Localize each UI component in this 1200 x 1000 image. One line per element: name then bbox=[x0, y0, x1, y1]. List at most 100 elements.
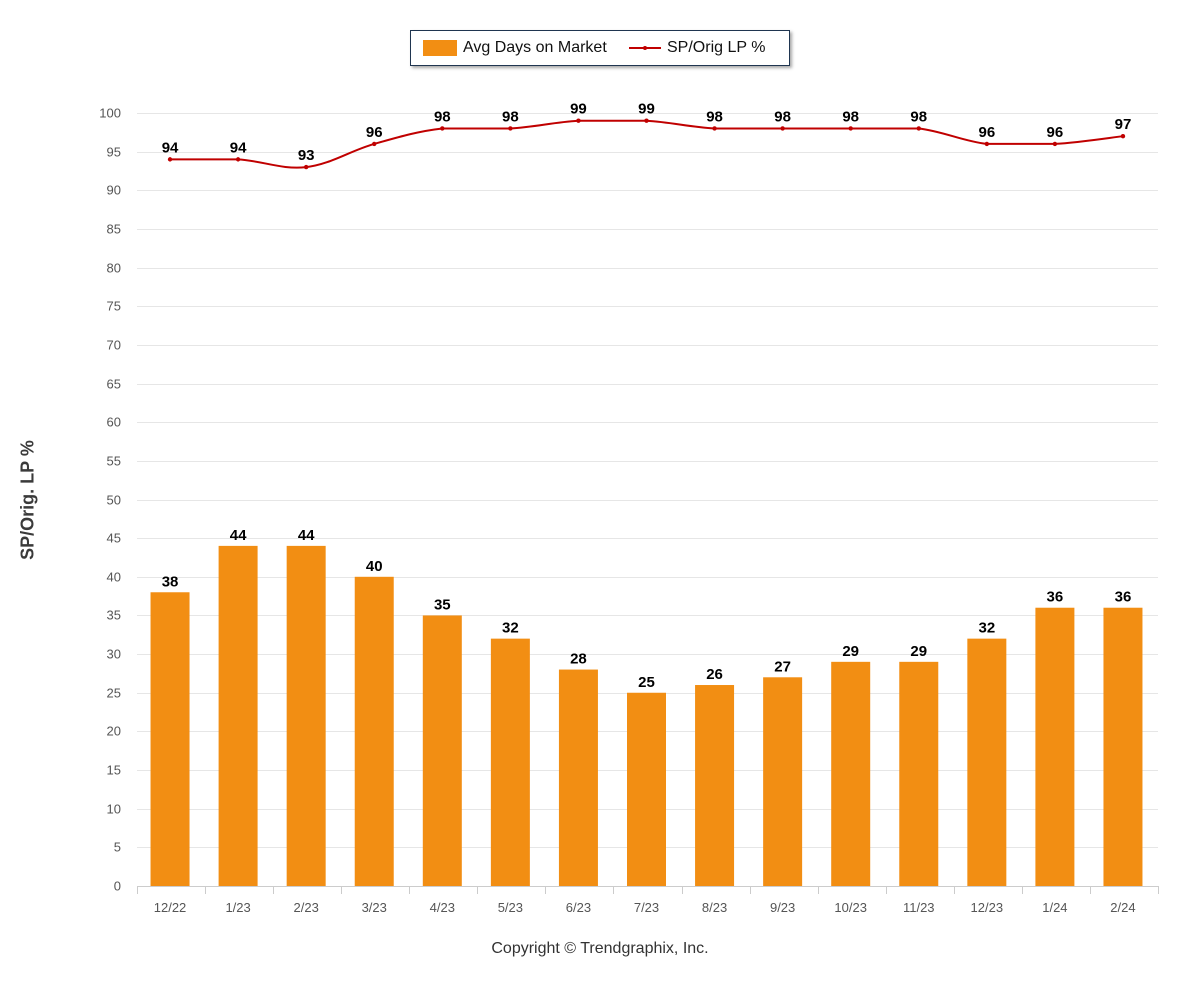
line-point bbox=[167, 157, 173, 162]
legend-bar-label: Avg Days on Market bbox=[463, 39, 607, 56]
x-tick-label: 12/22 bbox=[154, 900, 187, 915]
bar-data-label: 44 bbox=[230, 527, 247, 544]
y-tick-label: 50 bbox=[107, 493, 121, 508]
bar bbox=[967, 638, 1007, 886]
line-data-label: 93 bbox=[298, 147, 315, 164]
line-data-label: 98 bbox=[774, 108, 791, 125]
line-point bbox=[916, 126, 921, 131]
x-tick-label: 11/23 bbox=[903, 900, 935, 915]
y-tick-label: 40 bbox=[107, 570, 121, 585]
line-data-label: 98 bbox=[706, 108, 723, 125]
line-data-label: 96 bbox=[978, 124, 995, 141]
line-point bbox=[508, 126, 513, 131]
bar bbox=[354, 576, 394, 886]
bar-data-label: 36 bbox=[1115, 589, 1132, 606]
y-tick-label: 80 bbox=[107, 261, 121, 276]
bar bbox=[490, 638, 530, 886]
bar bbox=[286, 545, 326, 886]
line-data-label: 96 bbox=[366, 124, 383, 141]
line-data-label: 98 bbox=[434, 108, 451, 125]
bar-data-label: 28 bbox=[570, 651, 587, 668]
y-tick-label: 75 bbox=[107, 299, 121, 314]
copyright-text: Copyright © Trendgraphix, Inc. bbox=[491, 940, 709, 957]
line-point bbox=[235, 157, 241, 162]
bar bbox=[558, 669, 598, 886]
legend-item-line[interactable]: SP/Orig LP % bbox=[629, 31, 765, 65]
line-data-label: 99 bbox=[638, 101, 655, 118]
x-tick-label: 4/23 bbox=[430, 900, 455, 915]
x-tick-label: 2/23 bbox=[294, 900, 319, 915]
bar bbox=[1103, 607, 1143, 886]
bar bbox=[763, 677, 803, 886]
x-tick-label: 12/23 bbox=[971, 900, 1004, 915]
line-point bbox=[303, 164, 309, 170]
y-tick-label: 5 bbox=[114, 840, 121, 855]
bar-data-label: 32 bbox=[502, 620, 519, 637]
bar bbox=[899, 661, 939, 886]
bar-data-label: 29 bbox=[842, 643, 859, 660]
bar bbox=[627, 692, 666, 886]
x-tick-label: 8/23 bbox=[702, 900, 727, 915]
line-data-label: 98 bbox=[502, 108, 519, 125]
bar-data-label: 25 bbox=[638, 674, 655, 691]
x-tick-label: 1/23 bbox=[225, 900, 250, 915]
line-data-label: 98 bbox=[842, 108, 859, 125]
bar-data-label: 32 bbox=[978, 620, 995, 637]
y-tick-label: 20 bbox=[107, 724, 121, 739]
line-data-label: 99 bbox=[570, 101, 587, 118]
line-point bbox=[440, 126, 445, 131]
y-tick-label: 15 bbox=[107, 763, 121, 778]
x-tick-label: 6/23 bbox=[566, 900, 591, 915]
bar bbox=[1035, 607, 1075, 886]
bar-data-label: 38 bbox=[162, 573, 179, 590]
line-data-label: 94 bbox=[230, 139, 247, 156]
line-data-label: 94 bbox=[162, 139, 179, 156]
legend-bar-swatch bbox=[423, 40, 457, 56]
bar-data-label: 26 bbox=[706, 666, 723, 683]
y-tick-label: 100 bbox=[99, 106, 121, 121]
legend-item-bar[interactable]: Avg Days on Market bbox=[423, 31, 607, 65]
line-point bbox=[848, 126, 853, 131]
x-tick-label: 3/23 bbox=[362, 900, 387, 915]
x-tick-label: 1/24 bbox=[1042, 900, 1067, 915]
bar-data-label: 44 bbox=[298, 527, 315, 544]
y-tick-label: 45 bbox=[107, 531, 121, 546]
y-tick-label: 85 bbox=[107, 222, 121, 237]
y-tick-label: 95 bbox=[107, 145, 121, 160]
line-point bbox=[372, 141, 377, 147]
bar bbox=[150, 592, 190, 886]
axes: 0 5 10 15 20 25 30 35 40 45 50 55 60 65 70 75 80 85 90 95 10… bbox=[99, 106, 1159, 915]
legend-line-label: SP/Orig LP % bbox=[667, 39, 766, 56]
bar bbox=[422, 615, 462, 886]
line-point bbox=[644, 118, 649, 123]
line-point bbox=[780, 126, 785, 131]
x-tick-label: 9/23 bbox=[770, 900, 795, 915]
bar-data-label: 36 bbox=[1047, 589, 1064, 606]
y-tick-label: 55 bbox=[107, 454, 121, 469]
bar-data-label: 35 bbox=[434, 596, 451, 613]
x-tick-label: 10/23 bbox=[834, 900, 867, 915]
y-tick-label: 25 bbox=[107, 686, 121, 701]
x-tick-label: 7/23 bbox=[634, 900, 659, 915]
line-point bbox=[1120, 133, 1126, 139]
line-series bbox=[167, 118, 1126, 170]
y-tick-label: 30 bbox=[107, 647, 121, 662]
legend: Avg Days on Market SP/Orig LP % bbox=[410, 30, 790, 66]
y-tick-label: 10 bbox=[107, 802, 121, 817]
legend-line-swatch bbox=[629, 40, 661, 56]
data-labels: 38 44 44 40 35 32 28 25 26 27 29 29 32 36 36 94 94 93 96 98… bbox=[162, 101, 1132, 691]
line-point bbox=[984, 141, 990, 147]
line-data-label: 97 bbox=[1115, 116, 1132, 133]
line-point bbox=[576, 118, 581, 123]
line-point bbox=[1052, 141, 1058, 147]
y-tick-label: 65 bbox=[107, 377, 121, 392]
y-axis-title: SP/Orig. LP % bbox=[17, 440, 38, 560]
line-data-label: 98 bbox=[910, 108, 927, 125]
bar bbox=[695, 685, 735, 886]
bar bbox=[218, 545, 258, 886]
bar-data-label: 40 bbox=[366, 558, 383, 575]
line-data-label: 96 bbox=[1047, 124, 1064, 141]
bar-series bbox=[150, 545, 1143, 886]
x-tick-label: 5/23 bbox=[498, 900, 523, 915]
